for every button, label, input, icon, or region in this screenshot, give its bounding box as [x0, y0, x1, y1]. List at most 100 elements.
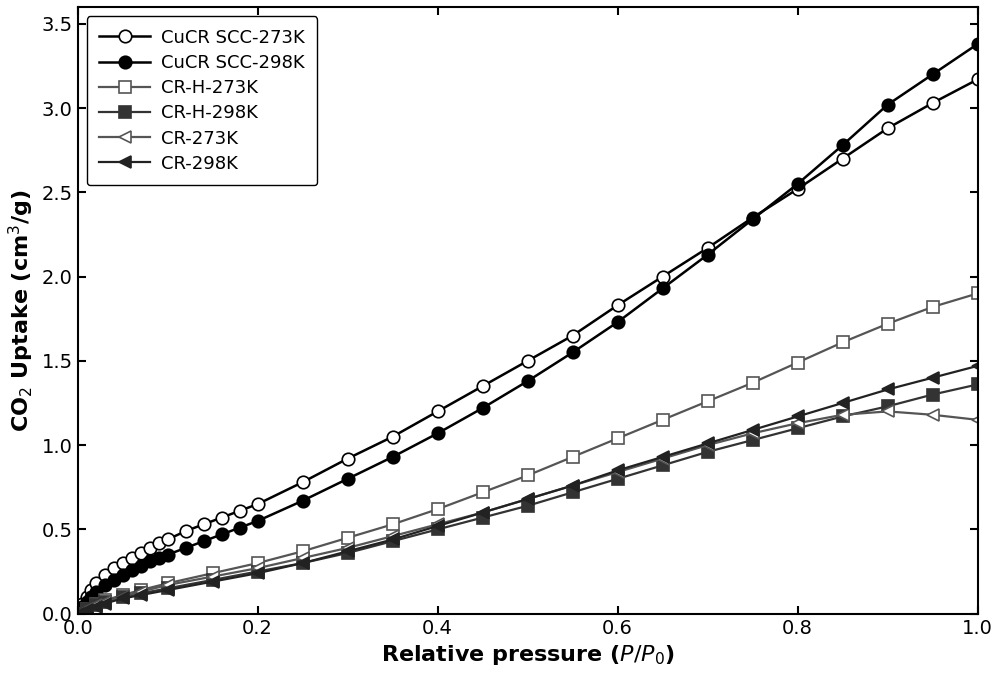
CuCR SCC-298K [522, 377, 534, 385]
CuCR SCC-273K [72, 609, 84, 617]
CuCR SCC-298K [72, 609, 84, 617]
CR-H-273K [162, 579, 174, 587]
Line: CR-H-273K: CR-H-273K [72, 288, 983, 619]
CuCR SCC-298K [234, 524, 246, 532]
CR-H-273K [792, 359, 804, 367]
CR-H-298K [522, 501, 534, 510]
CuCR SCC-298K [837, 141, 849, 149]
CR-273K [207, 572, 219, 580]
Line: CR-298K: CR-298K [72, 361, 983, 619]
CR-298K [612, 466, 624, 474]
CR-H-298K [117, 592, 129, 601]
CR-273K [72, 609, 84, 617]
CuCR SCC-298K [477, 404, 489, 412]
CR-H-273K [99, 596, 111, 604]
CR-298K [81, 606, 93, 614]
CuCR SCC-273K [747, 214, 759, 222]
CR-H-273K [387, 520, 399, 528]
CuCR SCC-298K [216, 530, 228, 539]
CuCR SCC-298K [702, 251, 714, 259]
CR-H-273K [477, 488, 489, 496]
X-axis label: Relative pressure ($P/P_0$): Relative pressure ($P/P_0$) [381, 643, 675, 667]
CR-H-298K [72, 609, 84, 617]
CR-298K [747, 426, 759, 434]
CR-H-298K [387, 537, 399, 545]
CuCR SCC-273K [522, 357, 534, 365]
Line: CR-273K: CR-273K [72, 406, 983, 619]
CR-273K [81, 605, 93, 613]
CR-H-298K [162, 584, 174, 592]
CR-273K [972, 416, 984, 424]
CR-298K [117, 594, 129, 603]
CR-H-273K [837, 338, 849, 346]
CuCR SCC-298K [162, 551, 174, 559]
CuCR SCC-298K [927, 70, 939, 78]
CR-H-298K [99, 598, 111, 606]
CuCR SCC-273K [387, 433, 399, 441]
CuCR SCC-298K [387, 453, 399, 461]
CR-273K [432, 520, 444, 528]
CR-H-273K [747, 379, 759, 387]
CuCR SCC-298K [342, 474, 354, 483]
CR-H-273K [657, 416, 669, 424]
CuCR SCC-298K [85, 592, 97, 601]
CR-H-273K [927, 303, 939, 311]
CR-273K [837, 410, 849, 419]
CR-H-273K [612, 434, 624, 442]
CuCR SCC-273K [234, 507, 246, 515]
CR-H-298K [972, 380, 984, 388]
CR-273K [342, 544, 354, 552]
CuCR SCC-273K [90, 579, 102, 587]
CR-H-298K [135, 589, 147, 597]
CR-H-273K [252, 559, 264, 567]
CR-H-273K [567, 453, 579, 461]
CuCR SCC-273K [153, 539, 165, 547]
CuCR SCC-273K [162, 535, 174, 543]
CR-273K [477, 508, 489, 516]
CR-273K [657, 454, 669, 462]
CR-298K [882, 386, 894, 394]
CuCR SCC-273K [432, 407, 444, 415]
CuCR SCC-298K [135, 562, 147, 570]
CR-298K [972, 362, 984, 370]
CuCR SCC-298K [432, 429, 444, 437]
CR-H-273K [297, 547, 309, 555]
CuCR SCC-273K [792, 185, 804, 193]
CR-273K [90, 601, 102, 609]
CR-H-298K [612, 474, 624, 483]
CuCR SCC-298K [153, 554, 165, 562]
CuCR SCC-273K [477, 382, 489, 390]
CR-298K [702, 439, 714, 448]
Y-axis label: CO$_2$ Uptake (cm$^3$/g): CO$_2$ Uptake (cm$^3$/g) [7, 189, 36, 431]
CuCR SCC-298K [882, 100, 894, 109]
CuCR SCC-298K [76, 603, 88, 611]
CR-273K [135, 588, 147, 596]
CuCR SCC-298K [657, 284, 669, 293]
CuCR SCC-273K [76, 599, 88, 607]
Line: CuCR SCC-298K: CuCR SCC-298K [71, 38, 984, 620]
CR-273K [702, 441, 714, 449]
CR-H-298K [297, 559, 309, 567]
CR-273K [612, 468, 624, 476]
CuCR SCC-298K [198, 537, 210, 545]
CuCR SCC-298K [117, 571, 129, 579]
CuCR SCC-298K [126, 565, 138, 574]
CR-298K [99, 599, 111, 607]
CR-298K [90, 603, 102, 611]
CuCR SCC-298K [792, 180, 804, 188]
CR-298K [252, 569, 264, 577]
CR-273K [882, 407, 894, 415]
CuCR SCC-273K [702, 244, 714, 252]
CR-H-273K [432, 505, 444, 513]
CR-H-273K [207, 569, 219, 577]
CuCR SCC-273K [612, 301, 624, 309]
CuCR SCC-273K [135, 549, 147, 557]
CR-273K [99, 598, 111, 606]
CR-H-298K [927, 390, 939, 398]
CuCR SCC-298K [297, 497, 309, 505]
CR-H-273K [702, 397, 714, 405]
CR-298K [342, 547, 354, 555]
CR-H-298K [342, 549, 354, 557]
CuCR SCC-273K [216, 514, 228, 522]
CR-298K [522, 495, 534, 503]
